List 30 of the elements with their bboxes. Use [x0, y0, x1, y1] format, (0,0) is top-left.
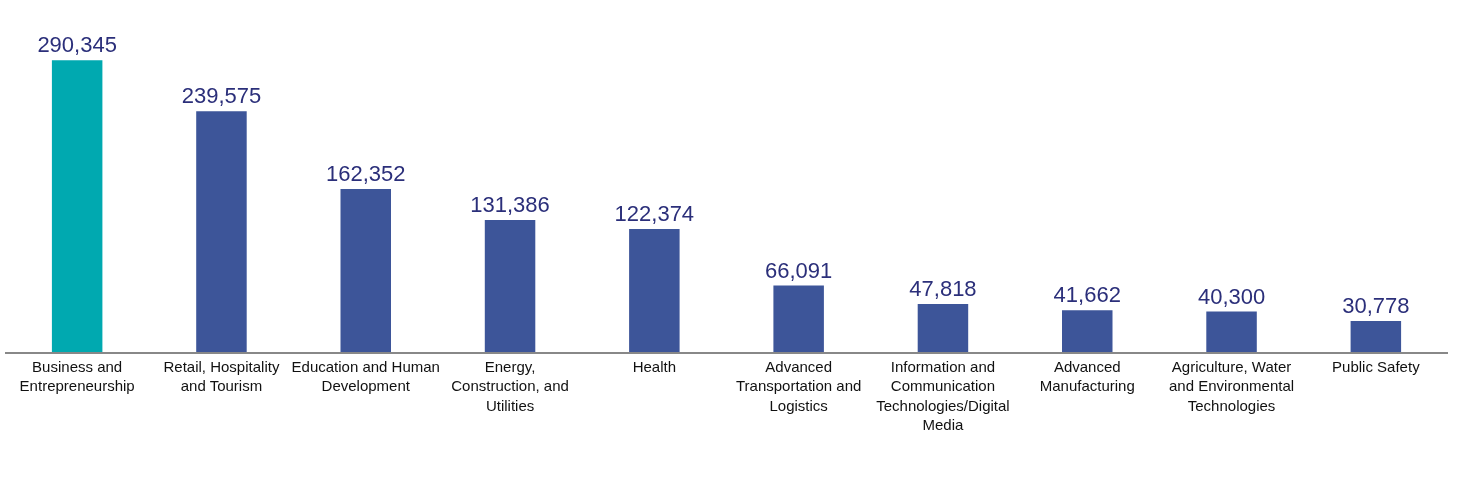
data-label: 40,300: [1197, 283, 1266, 309]
data-label: 122,374: [614, 201, 695, 227]
data-label: 30,778: [1342, 293, 1410, 319]
x-tick-label: Business and Entrepreneurship: [19, 357, 135, 394]
bar: [340, 188, 391, 352]
data-label: 47,818: [909, 275, 977, 301]
data-label: 131,386: [470, 192, 550, 218]
data-label: 290,345: [37, 32, 117, 58]
bar: [773, 285, 824, 352]
x-tick-label: Energy, Construction, and Utilities: [451, 357, 569, 414]
x-tick-label: Agriculture, Water and Environmental Technologies: [1169, 357, 1295, 414]
x-tick-label: Information and Communication Technologies/Digital Media: [876, 357, 1010, 433]
bar: [196, 111, 247, 352]
x-tick-label: Public Safety: [1332, 357, 1421, 375]
data-label: 239,575: [181, 83, 262, 109]
data-label: 66,091: [765, 257, 833, 283]
bar: [484, 220, 536, 352]
x-tick-label: Education and Human Development: [291, 357, 440, 394]
bar: [1206, 311, 1257, 352]
bar: [51, 60, 103, 352]
data-label: 41,662: [1053, 282, 1121, 308]
x-tick-label: Advanced Manufacturing: [1039, 357, 1135, 394]
x-tick-label: Health: [632, 357, 677, 375]
bar: [1350, 321, 1402, 352]
x-tick-label: Advanced Transportation and Logistics: [735, 357, 862, 414]
data-label: 162,352: [325, 160, 406, 186]
bar: [917, 303, 969, 352]
bar: [629, 229, 680, 352]
x-tick-label: Retail, Hospitality and Tourism: [163, 357, 280, 394]
bar: [1062, 310, 1113, 352]
